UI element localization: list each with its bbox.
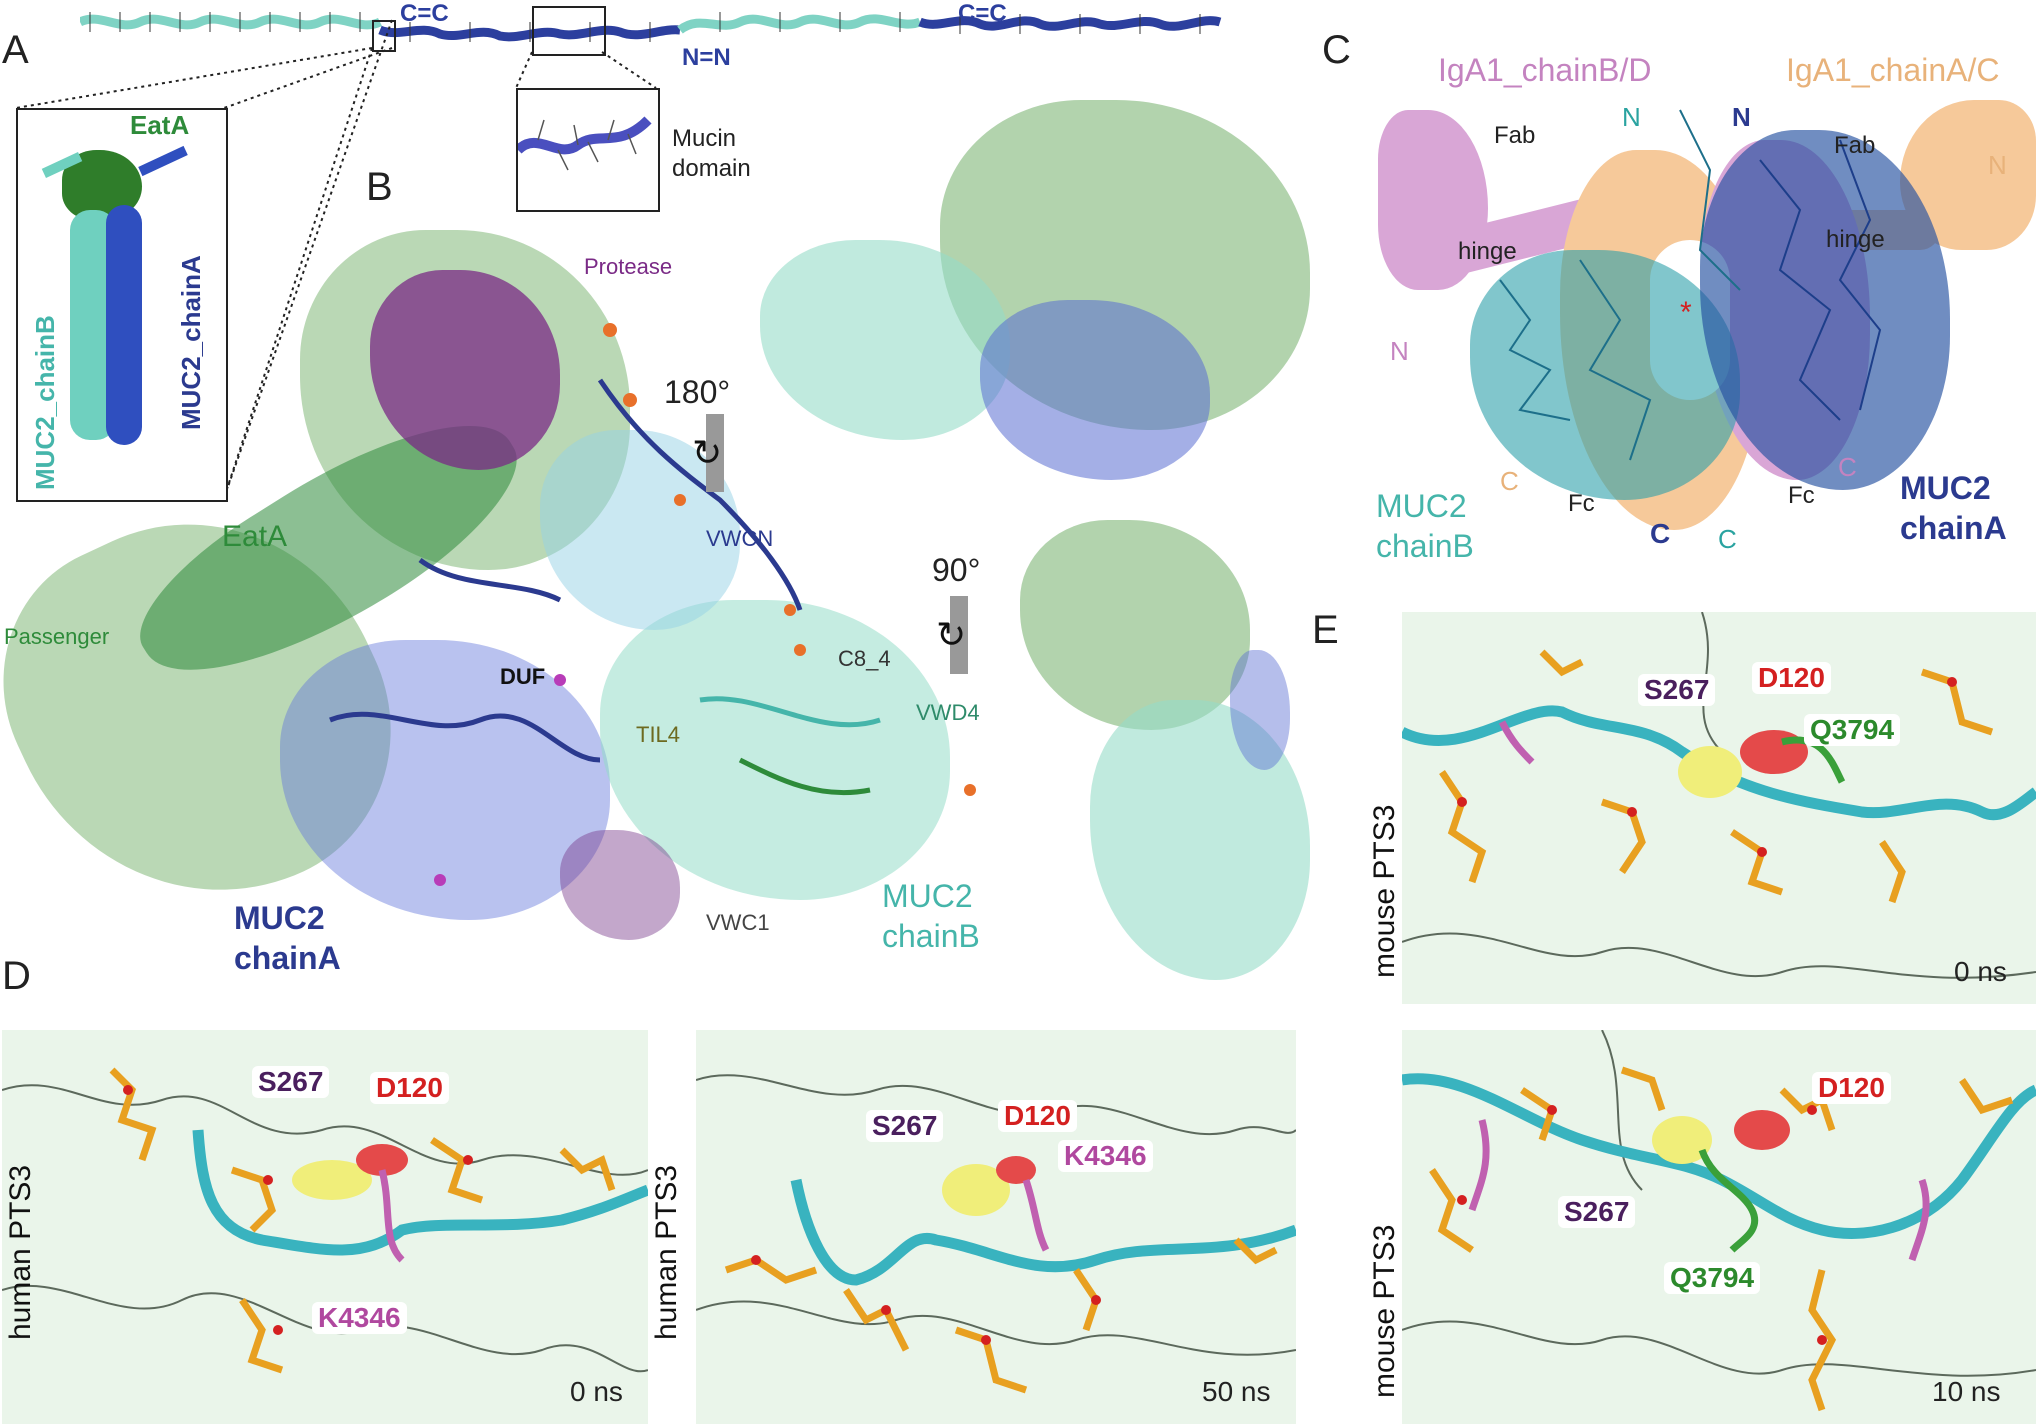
iga-chainac-label: IgA1_chainA/C	[1786, 52, 2000, 88]
md-panel-human-0ns: S267 D120 K4346 0 ns	[2, 1030, 648, 1424]
n-right-label: N	[1988, 150, 2007, 180]
muc2-chaina-mesh	[1700, 130, 1950, 490]
c-left-label: C	[1500, 466, 1519, 496]
inset-chain-a	[106, 205, 142, 445]
e-top-s267: S267	[1638, 674, 1716, 706]
c-muc2-chaina-label-2: chainA	[1900, 510, 2007, 546]
panel-letter-c: C	[1322, 28, 1351, 72]
fc-right-label: Fc	[1788, 482, 1815, 509]
muc2-chaina-label-2: chainA	[234, 940, 341, 976]
eata-label: EatA	[222, 520, 288, 553]
e-top-q3794: Q3794	[1804, 714, 1901, 746]
fab-right-label: Fab	[1834, 132, 1876, 159]
c-muc2-chainb-label-1: MUC2	[1376, 488, 1467, 524]
n-left-label: N	[1390, 336, 1409, 366]
fab-left-label: Fab	[1494, 122, 1536, 149]
c-mid1-label: C	[1650, 518, 1671, 549]
chain-zoom-box-2	[532, 6, 606, 56]
link-label-2: N=N	[682, 44, 731, 71]
d-left-time: 0 ns	[570, 1376, 623, 1407]
md-mouse-0ns-structure	[1402, 612, 2036, 979]
hinge-right-label: hinge	[1826, 226, 1885, 253]
panel-letter-d: D	[2, 954, 31, 998]
view-90-muc2	[1090, 700, 1310, 980]
protease-label: Protease	[584, 254, 673, 279]
md-panel-mouse-10ns: S267 D120 Q3794 10 ns	[1402, 1030, 2036, 1424]
c-mid2-label: C	[1718, 524, 1737, 554]
view-90-chaina-edge	[1230, 650, 1290, 770]
muc2-chaina-surface	[280, 640, 610, 920]
link-label-3: C=C	[958, 0, 1007, 27]
e-top-d120: D120	[1752, 662, 1831, 694]
c8-4-label: C8_4	[838, 646, 891, 671]
e-bottom-d120: D120	[1812, 1072, 1891, 1104]
c-mesh-lines	[1499, 109, 1882, 461]
center-star: *	[1680, 296, 1692, 329]
rotation-180-label: 180°	[664, 374, 731, 410]
d-right-time: 50 ns	[1202, 1376, 1271, 1407]
md-mouse-10ns-structure	[1402, 1030, 2036, 1412]
d-left-k4346: K4346	[312, 1302, 407, 1334]
mucin-domain-label: Mucin domain	[672, 125, 751, 182]
n-top-chainb-label: N	[1622, 102, 1641, 132]
e-ylabel-1: mouse PTS3	[1368, 804, 1401, 978]
vwcn-label: VWCN	[706, 526, 774, 551]
b-ribbons	[329, 323, 976, 886]
md-panel-human-50ns: S267 D120 K4346 50 ns	[696, 1030, 1296, 1424]
panel-letter-b: B	[366, 165, 393, 209]
eata-muc2-inset	[16, 108, 228, 502]
e-bottom-s267: S267	[1558, 1196, 1636, 1228]
rotation-arrow-180-icon: ↻	[692, 432, 723, 473]
inset-eata-label: EatA	[130, 110, 190, 140]
rotation-arrow-90-icon: ↻	[936, 614, 967, 655]
vwd4-label: VWD4	[916, 700, 980, 725]
muc2-chaina-label-1: MUC2	[234, 900, 325, 936]
d-right-k4346: K4346	[1058, 1140, 1153, 1172]
fc-left-label: Fc	[1568, 490, 1595, 517]
panel-letter-e: E	[1312, 608, 1339, 652]
protease-domain	[370, 270, 560, 470]
c-muc2-chainb-label-2: chainB	[1376, 528, 1474, 564]
muc2-chainb-surface	[600, 600, 950, 900]
c-muc2-chaina-label-1: MUC2	[1900, 470, 1991, 506]
view-180-chaina	[980, 300, 1210, 480]
d-left-s267: S267	[252, 1066, 330, 1098]
mucin-chain-backbone	[80, 12, 1222, 42]
d-left-d120: D120	[370, 1072, 449, 1104]
muc2-chainb-label-2: chainB	[882, 918, 980, 954]
muc2-chainb-mesh	[1470, 250, 1740, 500]
vwc1-label: VWC1	[706, 910, 770, 935]
e-ylabel-2: mouse PTS3	[1368, 1224, 1401, 1398]
mucin-domain-sketch	[514, 116, 652, 171]
view-90-eata	[1020, 520, 1250, 730]
d-ylabel-1: human PTS3	[4, 1164, 37, 1340]
rotation-90-label: 90°	[932, 552, 981, 588]
passenger-label: Passenger	[4, 624, 110, 649]
e-bottom-q3794: Q3794	[1664, 1262, 1761, 1294]
d-ylabel-2: human PTS3	[650, 1164, 683, 1340]
rotation-bar-90	[950, 596, 968, 674]
mucin-domain-inset	[514, 88, 660, 212]
til4-label: TIL4	[636, 722, 681, 747]
iga-chainbd-label: IgA1_chainB/D	[1438, 52, 1652, 88]
e-bottom-time: 10 ns	[1932, 1376, 2001, 1407]
zoom-lines	[15, 19, 657, 499]
md-human-50ns-structure	[696, 1074, 1296, 1394]
c-right-label: C	[1838, 452, 1857, 482]
muc2-chainb-label-1: MUC2	[882, 878, 973, 914]
link-label-1: C=C	[400, 0, 449, 27]
rotation-bar-180	[706, 414, 724, 492]
md-panel-mouse-0ns: S267 D120 Q3794 0 ns	[1402, 612, 2036, 1004]
view-180-chainb	[760, 240, 1010, 440]
vwc1-region	[560, 830, 680, 940]
e-top-time: 0 ns	[1954, 956, 2007, 987]
d-right-s267: S267	[866, 1110, 944, 1142]
n-top-chaina-label: N	[1732, 102, 1751, 132]
panel-letter-a: A	[2, 28, 29, 72]
d-right-d120: D120	[998, 1100, 1077, 1132]
duf-label: DUF	[500, 664, 546, 689]
hinge-left-label: hinge	[1458, 238, 1517, 265]
